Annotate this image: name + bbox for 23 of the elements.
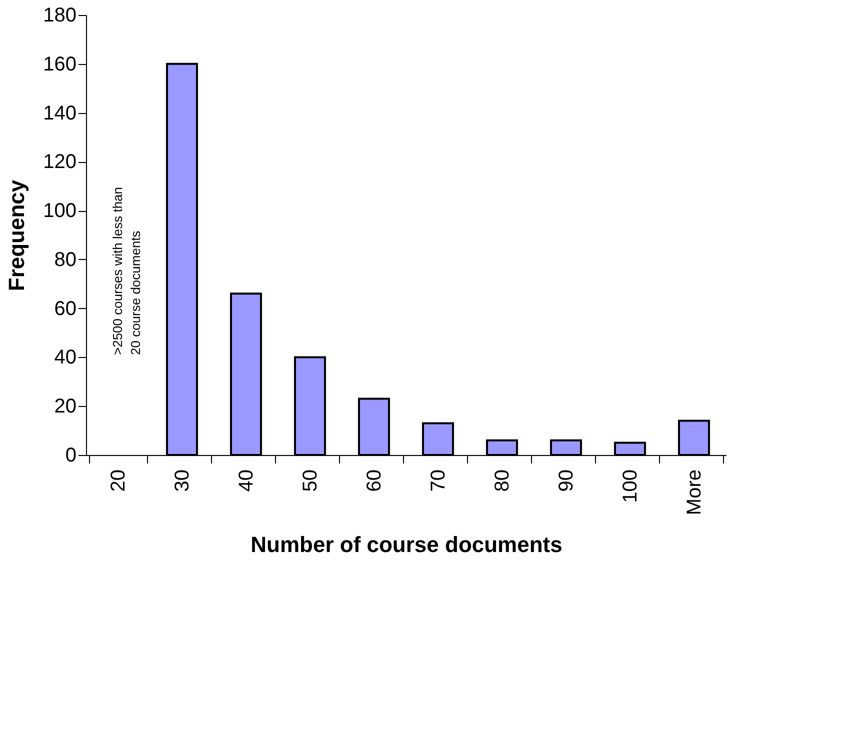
x-tick-label: 20 (108, 470, 130, 492)
x-tick-label: 40 (236, 470, 258, 492)
y-tick-label: 0 (65, 444, 76, 466)
x-axis-title: Number of course documents (250, 532, 562, 558)
y-tick-label: 180 (43, 4, 76, 26)
y-tick-label: 60 (54, 298, 76, 320)
x-tick-label: 50 (300, 470, 322, 492)
x-tick-label: 60 (364, 470, 386, 492)
y-tick-label: 160 (43, 53, 76, 76)
y-tick-label: 120 (43, 151, 76, 174)
x-tick-label: 90 (556, 470, 578, 492)
y-tick-label: 100 (43, 200, 76, 222)
y-tick-label: 140 (43, 102, 76, 124)
y-tick-label: 20 (54, 396, 76, 418)
x-tick-label: 70 (428, 470, 450, 492)
x-tick-label: More (684, 470, 706, 516)
annotation: >2500 courses with less than 20 course documents (110, 186, 143, 355)
x-tick-label: 80 (492, 470, 514, 492)
y-tick-label: 80 (54, 248, 76, 271)
y-axis-title: Frequency (4, 179, 30, 292)
x-tick-label: 100 (620, 470, 642, 503)
y-tick-label: 40 (54, 346, 76, 369)
x-tick-label: 30 (172, 470, 194, 492)
